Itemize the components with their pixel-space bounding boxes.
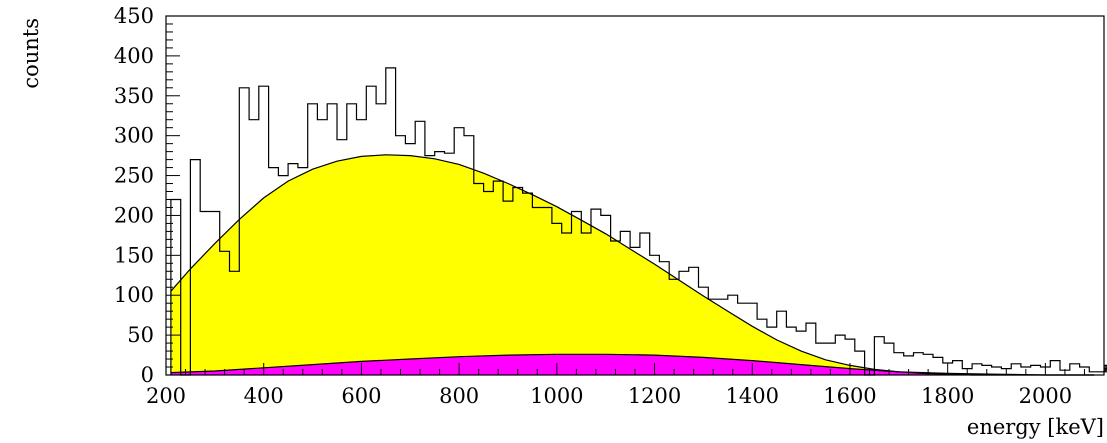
y-tick-label: 50 — [127, 323, 154, 347]
curve-layer — [170, 154, 1095, 376]
y-tick-label: 300 — [114, 124, 154, 148]
y-tick-label: 0 — [141, 363, 154, 387]
y-tick-label: 200 — [114, 203, 154, 227]
y-tick-label: 450 — [114, 4, 154, 28]
component-fit-area-line — [170, 353, 1095, 376]
fill-layer — [170, 154, 1095, 375]
x-axis-label: energy [keV] — [967, 415, 1104, 439]
x-tick-label: 1000 — [530, 384, 583, 408]
total-fit-area-line — [170, 154, 1095, 376]
x-tick-label: 1600 — [823, 384, 876, 408]
x-tick-label: 200 — [146, 384, 186, 408]
x-tick-label: 1400 — [726, 384, 779, 408]
histogram-steps — [170, 67, 1107, 376]
x-tick-label: 1800 — [921, 384, 974, 408]
y-axis-label: counts — [19, 18, 43, 89]
x-tick-label: 2000 — [1019, 384, 1072, 408]
y-tick-label: 400 — [114, 44, 154, 68]
y-tick-label: 150 — [114, 243, 154, 267]
x-tick-label: 800 — [439, 384, 479, 408]
y-tick-label: 350 — [114, 84, 154, 108]
x-tick-label: 600 — [341, 384, 381, 408]
histogram-layer — [170, 67, 1107, 376]
y-tick-label: 250 — [114, 164, 154, 188]
x-tick-label: 400 — [244, 384, 284, 408]
total-fit-area — [170, 154, 1095, 375]
tick-layer — [165, 15, 1105, 376]
y-tick-label: 100 — [114, 283, 154, 307]
tick-label-layer: 0 50 100 150 200 250 300 350 400 450 200 400 600 800 1… — [114, 4, 1072, 408]
x-tick-label: 1200 — [628, 384, 681, 408]
